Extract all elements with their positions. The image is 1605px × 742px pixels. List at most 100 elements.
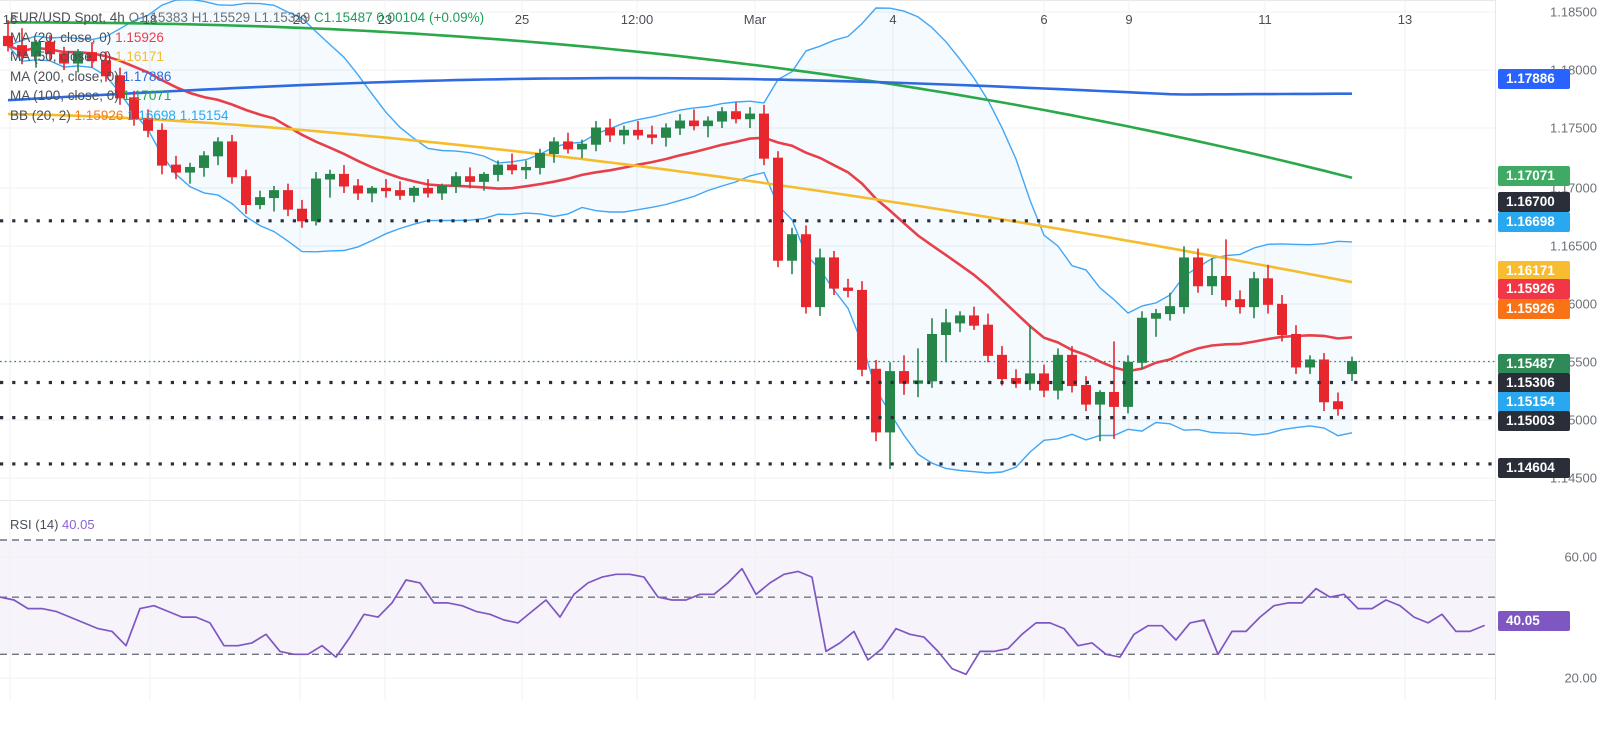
candle bbox=[87, 42, 97, 68]
candle bbox=[227, 134, 237, 184]
candle bbox=[801, 225, 811, 314]
candle bbox=[353, 179, 363, 200]
candle bbox=[17, 28, 27, 65]
candle bbox=[1137, 311, 1147, 370]
price-chart-canvas[interactable] bbox=[0, 0, 1495, 500]
legend-row-bb[interactable]: BB (20, 2) 1.15926 1.16698 1.15154 bbox=[10, 106, 484, 126]
time-axis-tick: 13 bbox=[1397, 12, 1413, 27]
candle bbox=[997, 346, 1007, 386]
legend-row-ma20[interactable]: MA (20, close, 0) 1.15926 bbox=[10, 28, 484, 48]
ma20-price-badge[interactable]: 1.15926 bbox=[1498, 279, 1570, 299]
candle bbox=[1025, 325, 1035, 391]
candle bbox=[591, 121, 601, 152]
candle bbox=[1291, 325, 1301, 374]
candle bbox=[465, 167, 475, 189]
ma200-price-badge[interactable]: 1.17886 bbox=[1498, 69, 1570, 89]
candle bbox=[1053, 348, 1063, 400]
ma50-price-badge[interactable]: 1.16171 bbox=[1498, 261, 1570, 281]
candle bbox=[815, 248, 825, 316]
candle bbox=[143, 109, 153, 138]
last-price-badge[interactable]: 1.15487 bbox=[1498, 354, 1570, 374]
candle bbox=[381, 179, 391, 198]
candle bbox=[493, 160, 503, 182]
level-1-15003-badge[interactable]: 1.15003 bbox=[1498, 411, 1570, 431]
time-axis-tick: 9 bbox=[1125, 12, 1133, 27]
ohlc-low: L1.15319 bbox=[253, 10, 311, 25]
candle bbox=[871, 360, 881, 442]
rsi-pane[interactable]: RSI (14) 40.05 bbox=[0, 500, 1495, 700]
bb-lower-badge[interactable]: 1.15154 bbox=[1498, 392, 1570, 412]
candle bbox=[1109, 341, 1119, 439]
rsi-value-badge[interactable]: 40.05 bbox=[1498, 611, 1570, 631]
candle bbox=[577, 139, 587, 159]
candle bbox=[885, 362, 895, 470]
ma50-label: MA (50, close, 0) bbox=[10, 49, 112, 64]
time-axis-tick: 20 bbox=[292, 12, 308, 27]
candle bbox=[31, 39, 41, 68]
candle bbox=[213, 137, 223, 166]
bb-label: BB (20, 2) bbox=[10, 107, 71, 123]
bb-lower-value: 1.15154 bbox=[179, 107, 229, 123]
candle bbox=[409, 186, 419, 203]
rsi-value: 40.05 bbox=[62, 517, 95, 532]
candle bbox=[521, 160, 531, 180]
candle bbox=[1263, 264, 1273, 314]
chart-legend: EUR/USD Spot, 4h O1.15383 H1.15529 L1.15… bbox=[10, 8, 484, 125]
candle bbox=[619, 125, 629, 145]
legend-row-ma100[interactable]: MA (100, close, 0) 1.17071 bbox=[10, 86, 484, 106]
candle bbox=[451, 172, 461, 193]
time-axis-tick: 25 bbox=[514, 12, 530, 27]
bb-upper-badge[interactable]: 1.16698 bbox=[1498, 212, 1570, 232]
rsi-axis-tick: 20.00 bbox=[1564, 670, 1597, 686]
time-axis-tick: 11 bbox=[1258, 12, 1272, 27]
candle bbox=[297, 199, 307, 228]
candle bbox=[941, 308, 951, 363]
time-scale[interactable]: 16 18 20 23 25 12:00 Mar 4 6 9 11 13 bbox=[0, 0, 1605, 42]
level-1-15306-badge[interactable]: 1.15306 bbox=[1498, 373, 1570, 393]
rsi-canvas[interactable] bbox=[0, 500, 1495, 700]
bb-mid-badge[interactable]: 1.15926 bbox=[1498, 299, 1570, 319]
candle bbox=[1011, 369, 1021, 388]
candle bbox=[241, 169, 251, 214]
candle bbox=[437, 183, 447, 200]
candle bbox=[731, 102, 741, 124]
ohlc-close: C1.15487 bbox=[314, 10, 373, 25]
candle bbox=[1221, 239, 1231, 307]
price-chart-pane[interactable]: EUR/USD Spot, 4h O1.15383 H1.15529 L1.15… bbox=[0, 0, 1495, 500]
legend-row-ma200[interactable]: MA (200, close, 0) 1.17886 bbox=[10, 67, 484, 87]
candle bbox=[1151, 308, 1161, 337]
level-1-14604-badge[interactable]: 1.14604 bbox=[1498, 458, 1570, 478]
pane-divider bbox=[0, 500, 1495, 501]
ma100-price-badge[interactable]: 1.17071 bbox=[1498, 166, 1570, 186]
candle bbox=[1123, 355, 1133, 414]
price-axis-tick: 1.18500 bbox=[1550, 4, 1597, 20]
candle bbox=[45, 35, 55, 61]
candle bbox=[1165, 292, 1175, 321]
ma100-value: 1.17071 bbox=[122, 88, 172, 103]
price-scale[interactable]: 1.18500 1.18000 1.17500 1.17000 1.16500 1.160… bbox=[1495, 0, 1605, 700]
candle bbox=[199, 151, 209, 177]
symbol-title: EUR/USD Spot, 4h bbox=[10, 10, 125, 25]
candle bbox=[1305, 355, 1315, 374]
ohlc-high: H1.15529 bbox=[191, 10, 251, 25]
time-axis-tick: 4 bbox=[889, 12, 897, 27]
candle bbox=[661, 123, 671, 147]
level-1-16700-badge[interactable]: 1.16700 bbox=[1498, 192, 1570, 212]
candle bbox=[955, 311, 965, 333]
legend-row-symbol: EUR/USD Spot, 4h O1.15383 H1.15529 L1.15… bbox=[10, 8, 484, 28]
candle bbox=[857, 281, 867, 377]
candle bbox=[311, 172, 321, 226]
time-axis-tick: Mar bbox=[743, 12, 767, 27]
candle bbox=[73, 49, 83, 73]
candle bbox=[759, 104, 769, 166]
price-axis-tick: 1.17500 bbox=[1550, 120, 1597, 136]
ma20-label: MA (20, close, 0) bbox=[10, 29, 112, 45]
ma50-value: 1.16171 bbox=[115, 49, 164, 64]
candle bbox=[969, 306, 979, 330]
candle bbox=[829, 250, 839, 296]
candle bbox=[1319, 353, 1329, 412]
candle bbox=[59, 46, 69, 70]
candle bbox=[563, 132, 573, 154]
legend-row-ma50[interactable]: MA (50, close, 0) 1.16171 bbox=[10, 47, 484, 67]
